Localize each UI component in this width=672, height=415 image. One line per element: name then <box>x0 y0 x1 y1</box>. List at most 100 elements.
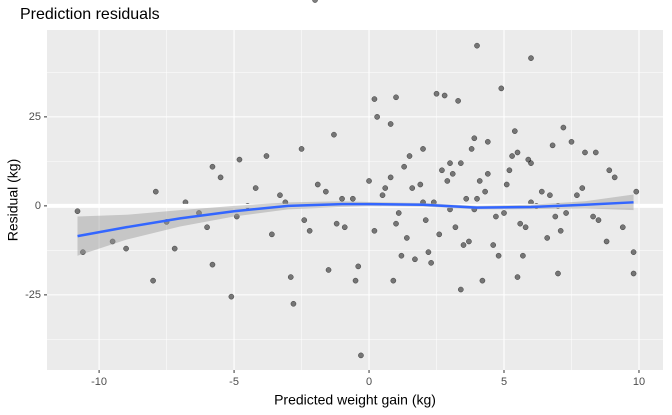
point <box>80 249 86 256</box>
point <box>433 90 440 97</box>
point <box>152 188 159 195</box>
point <box>560 124 567 131</box>
point <box>455 97 461 104</box>
point <box>290 300 297 307</box>
point <box>382 185 389 191</box>
point <box>312 0 318 3</box>
point <box>322 188 329 195</box>
y-tick-label: -25 <box>25 289 41 301</box>
point <box>277 192 283 199</box>
point <box>563 210 569 216</box>
point <box>630 249 637 256</box>
point <box>123 245 129 252</box>
point <box>522 224 529 231</box>
point <box>544 235 551 241</box>
point <box>449 170 456 177</box>
point <box>509 153 515 159</box>
point <box>412 256 418 263</box>
point <box>314 181 321 188</box>
point <box>447 160 453 167</box>
point <box>444 178 451 184</box>
point <box>233 213 240 220</box>
point <box>630 270 637 277</box>
point <box>457 286 464 293</box>
y-axis-label: Residual (kg) <box>5 159 21 241</box>
point <box>74 208 81 215</box>
point <box>371 227 378 234</box>
point <box>252 185 259 191</box>
point <box>387 121 394 127</box>
point <box>501 210 507 216</box>
point <box>355 263 362 270</box>
point <box>425 249 432 256</box>
point <box>514 274 521 280</box>
point <box>436 231 443 238</box>
point <box>393 94 399 101</box>
point <box>595 217 602 223</box>
x-tick-label: 5 <box>501 376 507 388</box>
point <box>204 224 210 231</box>
point <box>269 231 275 238</box>
point <box>555 270 561 277</box>
point <box>379 192 386 199</box>
point <box>403 235 410 241</box>
point <box>476 178 483 184</box>
point <box>525 156 532 163</box>
point <box>417 181 424 188</box>
point <box>236 156 243 163</box>
point <box>511 128 518 134</box>
point <box>406 153 413 159</box>
point <box>482 188 488 195</box>
point <box>352 277 359 284</box>
point <box>493 213 499 220</box>
point <box>514 149 521 156</box>
confidence-band <box>77 194 634 256</box>
point <box>490 242 497 248</box>
point <box>109 238 116 245</box>
point <box>349 195 356 202</box>
point <box>574 192 580 199</box>
point <box>552 213 559 220</box>
point <box>479 277 486 284</box>
x-tick-label: -10 <box>91 376 107 388</box>
point <box>611 174 618 181</box>
point <box>333 220 340 227</box>
point <box>341 224 348 231</box>
x-tick-label: -5 <box>229 376 239 388</box>
point <box>401 163 407 170</box>
point <box>590 213 596 220</box>
point <box>457 160 464 167</box>
y-tick-label: 25 <box>29 111 41 123</box>
point <box>393 220 399 227</box>
point <box>495 252 502 259</box>
point <box>579 185 586 191</box>
point <box>520 252 526 259</box>
point <box>452 224 459 231</box>
point <box>298 146 305 152</box>
point <box>474 195 480 202</box>
point <box>371 96 378 102</box>
point <box>528 55 534 61</box>
point <box>484 138 491 145</box>
point <box>228 293 235 300</box>
point <box>466 238 472 245</box>
point <box>428 259 434 266</box>
point <box>538 188 545 195</box>
point <box>150 277 156 284</box>
point <box>474 42 480 49</box>
point <box>619 224 626 231</box>
point <box>484 170 491 177</box>
point <box>441 92 448 99</box>
point <box>420 146 426 152</box>
point <box>339 195 345 202</box>
point <box>633 188 640 195</box>
point <box>498 85 505 92</box>
point <box>439 167 445 174</box>
smooth-line <box>77 201 634 238</box>
point <box>263 153 270 159</box>
point <box>301 217 308 223</box>
point <box>557 227 564 234</box>
point <box>358 352 364 359</box>
